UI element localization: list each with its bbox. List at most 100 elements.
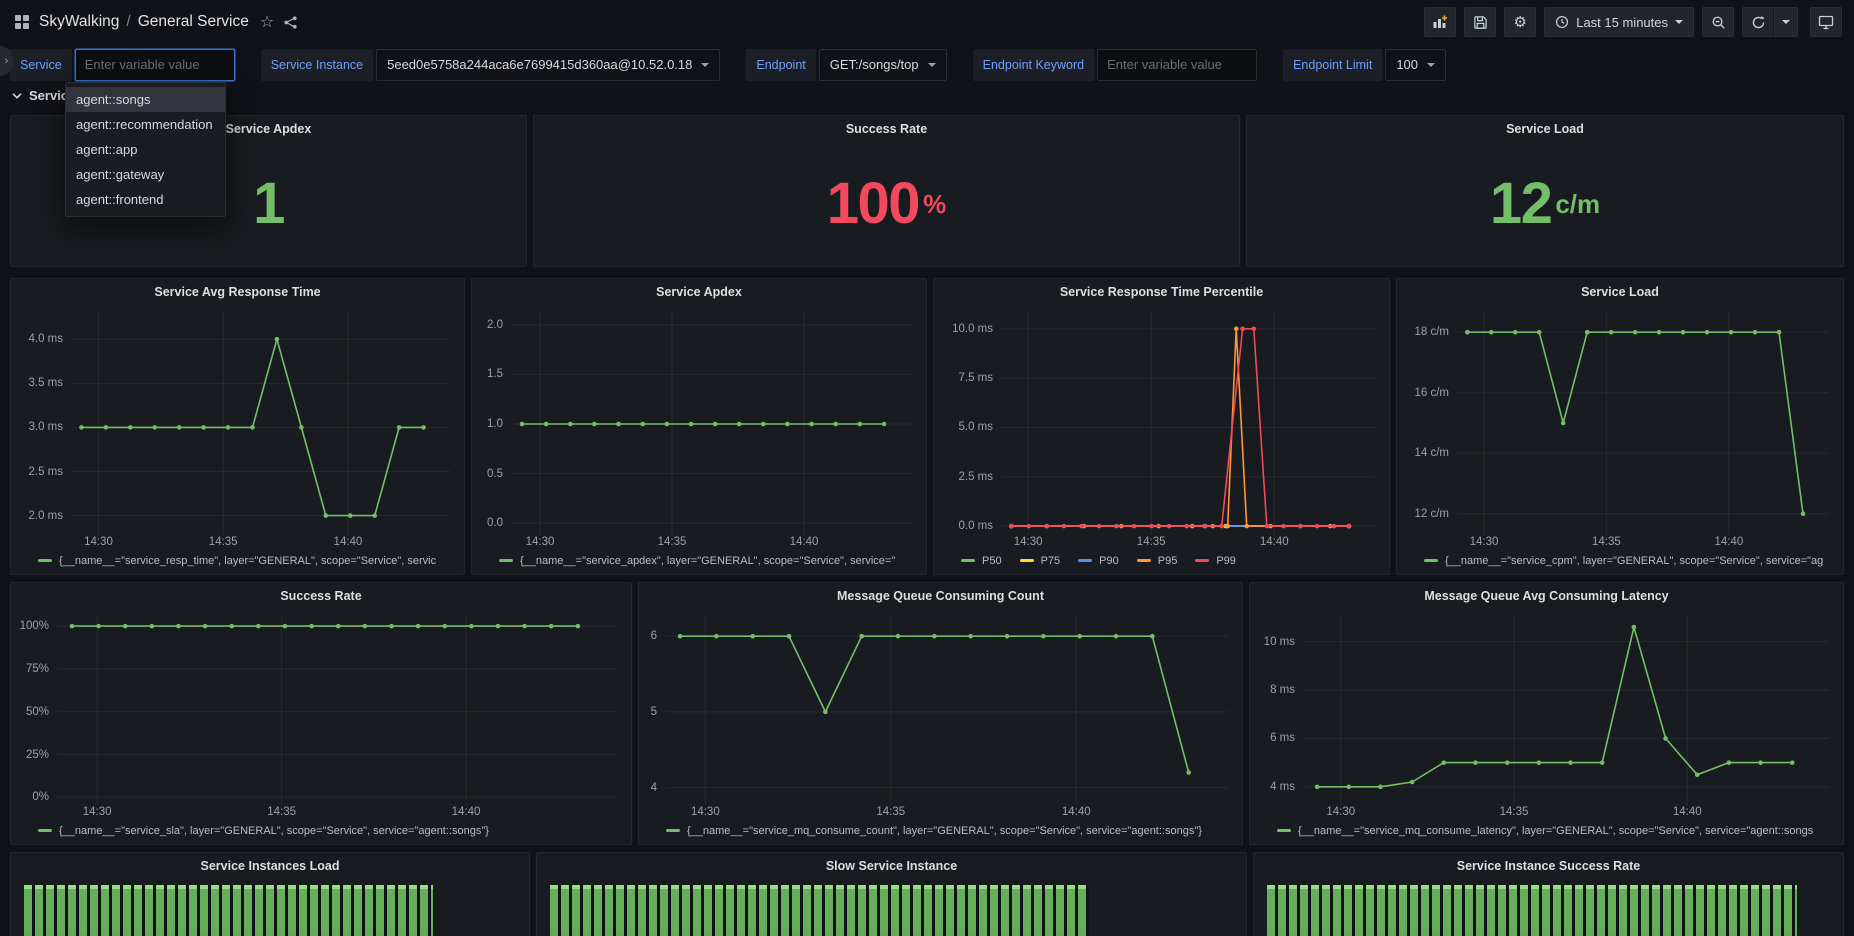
row-header-service[interactable]: Service [12,88,75,103]
time-range-label: Last 15 minutes [1576,14,1668,30]
kiosk-mode-button[interactable] [1810,7,1842,37]
endpoint-keyword-variable-input[interactable] [1097,48,1258,81]
sidebar-toggle[interactable]: › [0,46,13,76]
panel-service-load-stat: Service Load 12 c/m [1246,115,1844,267]
panel-service-response-time-percentile: Service Response Time Percentile 10.0 ms… [933,278,1390,575]
chevron-down-icon [12,92,22,99]
legend-item[interactable]: {__name__="service_cpm", layer="GENERAL"… [1424,555,1823,567]
panel-service-load-chart: Service Load 18 c/m 16 c/m 14 c/m 12 c/m 14… [1396,278,1844,575]
add-panel-button[interactable] [1424,7,1457,37]
panel-title[interactable]: Success Rate [845,122,928,136]
panel-title[interactable]: Service Apdex [656,285,742,299]
panel-title[interactable]: Service Load [1506,122,1584,136]
legend-item[interactable]: P75 [1019,555,1060,567]
legend-item[interactable]: {__name__="service_resp_time", layer="GE… [38,555,436,567]
instance-bar-gauges[interactable] [24,885,434,936]
dropdown-option[interactable]: agent::songs [66,87,225,112]
refresh-button[interactable] [1742,7,1774,37]
legend-item[interactable]: P50 [961,555,1002,567]
add-panel-icon [1433,15,1448,28]
x-axis-labels: 14:30 14:35 14:40 [1013,536,1289,548]
breadcrumb-app[interactable]: SkyWalking [39,13,120,30]
panel-title[interactable]: Service Avg Response Time [154,285,321,299]
instance-bar-gauges[interactable] [550,885,1089,936]
variable-service: Service [10,48,235,81]
share-icon[interactable] [283,15,298,30]
chart-plot-area[interactable] [666,615,1228,805]
breadcrumb-page[interactable]: General Service [137,13,249,30]
chart-legend: {__name__="service_resp_time", layer="GE… [11,552,464,574]
panel-service-instance-success-rate: Service Instance Success Rate [1253,852,1844,936]
legend-item[interactable]: P95 [1136,555,1177,567]
legend-color-dash [38,828,52,833]
stat-value: 1 [253,171,285,236]
panel-title[interactable]: Message Queue Consuming Count [837,589,1044,603]
panel-title[interactable]: Success Rate [280,589,362,603]
apps-grid-icon[interactable] [14,14,30,30]
clock-icon [1556,15,1569,29]
star-icon[interactable]: ☆ [259,14,275,31]
dashboard-settings-button[interactable]: ⚙ [1504,7,1537,37]
caret-down-icon [701,62,710,67]
time-range-picker[interactable]: Last 15 minutes [1544,7,1694,37]
save-dashboard-button[interactable] [1464,7,1497,37]
dropdown-option[interactable]: agent::frontend [76,192,164,207]
panel-title[interactable]: Service Apdex [225,122,312,136]
panel-title[interactable]: Service Response Time Percentile [1059,285,1264,299]
panel-service-apdex-chart: Service Apdex 2.0 1.5 1.0 0.5 0.0 14:30 14:35… [471,278,927,575]
caret-down-icon [1675,20,1683,24]
endpoint-variable-label: Endpoint [746,48,816,81]
stat-unit: % [923,189,947,219]
instance-bar-gauges[interactable] [1267,885,1798,936]
chart-plot-area[interactable] [512,311,912,535]
legend-item[interactable]: {__name__="service_sla", layer="GENERAL"… [38,825,489,837]
x-axis-labels: 14:30 14:35 14:40 [82,806,481,818]
panel-success-rate-stat: Success Rate 100 % [533,115,1240,267]
panel-title[interactable]: Service Load [1581,285,1659,299]
chart-plot-area[interactable] [1304,615,1829,805]
legend-item[interactable]: {__name__="service_mq_consume_count", la… [666,825,1202,837]
refresh-interval-button[interactable] [1774,7,1798,37]
row-title-label: Service [29,88,76,103]
endpoint-limit-variable-value[interactable]: 100 [1385,48,1447,81]
chart-legend: P50 P75 P90 P95 P99 [934,552,1389,574]
variable-endpoint: Endpoint GET:/songs/top [746,48,947,81]
service-instance-variable-label: Service Instance [260,48,374,81]
dropdown-option[interactable]: agent::app [76,142,138,157]
panel-title[interactable]: Service Instance Success Rate [1456,859,1641,873]
x-axis-labels: 14:30 14:35 14:40 [84,536,363,548]
legend-item[interactable]: {__name__="service_mq_consume_latency", … [1277,825,1813,837]
chart-plot-area[interactable] [72,311,450,535]
y-axis-labels: 100% 75% 50% 25% 0% [19,620,49,804]
chart-legend: {__name__="service_cpm", layer="GENERAL"… [1397,552,1843,574]
legend-color-dash [1078,558,1093,563]
dropdown-option[interactable]: agent::gateway [76,167,165,182]
service-instance-variable-value[interactable]: 5eed0e5758a244aca6e7699415d360aa@10.52.0… [376,48,721,81]
zoom-out-icon [1712,16,1725,29]
chart-legend: {__name__="service_mq_consume_latency", … [1250,822,1843,844]
top-header: SkyWalking / General Service ☆ ⚙ Last 15… [0,0,1854,44]
legend-color-dash [961,558,975,563]
panel-title[interactable]: Service Instances Load [200,859,340,873]
chart-plot-area[interactable] [1458,311,1829,535]
legend-item[interactable]: P99 [1195,555,1236,567]
dropdown-option[interactable]: agent::recommendation [76,117,213,132]
panel-service-instances-load: Service Instances Load [10,852,530,936]
panel-title[interactable]: Message Queue Avg Consuming Latency [1424,589,1669,603]
chart-plot-area[interactable] [1002,311,1375,535]
endpoint-variable-value[interactable]: GET:/songs/top [818,48,947,81]
y-axis-labels: 10.0 ms 7.5 ms 5.0 ms 2.5 ms 0.0 ms [952,322,993,533]
legend-color-dash [1277,828,1291,833]
legend-item[interactable]: {__name__="service_apdex", layer="GENERA… [499,555,895,567]
zoom-out-time-button[interactable] [1702,7,1734,37]
legend-color-dash [1195,558,1210,563]
chart-plot-area[interactable] [58,615,617,805]
caret-down-icon [1427,62,1436,67]
legend-color-dash [38,558,52,563]
service-variable-input[interactable] [74,48,235,81]
panel-title[interactable]: Slow Service Instance [825,859,958,873]
legend-item[interactable]: P90 [1078,555,1119,567]
